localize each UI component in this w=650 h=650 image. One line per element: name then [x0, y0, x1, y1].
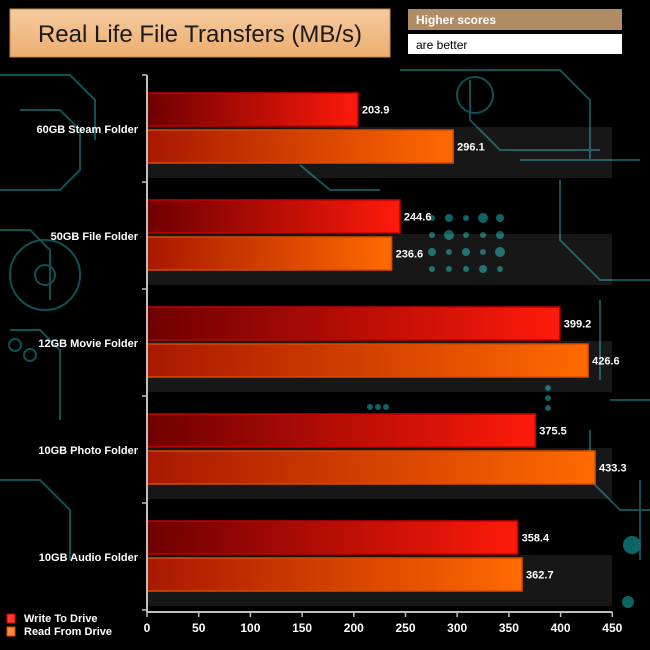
x-tick-label: 400	[551, 621, 571, 635]
value-label: 236.6	[396, 249, 424, 261]
x-tick-label: 300	[447, 621, 467, 635]
category-label-10gb-audio-folder: 10GB Audio Folder	[39, 552, 139, 564]
note-box-bottom	[408, 34, 622, 54]
legend-label-read-from-drive: Read From Drive	[24, 626, 112, 638]
value-label: 375.5	[539, 426, 567, 438]
bar-12gb-movie-folder-read-from-drive	[146, 343, 589, 378]
labels-layer: 203.9 296.1 60GB Steam Folder 244.6 236.6 50G…	[37, 105, 627, 582]
value-label: 362.7	[526, 570, 554, 582]
x-tick-label: 0	[144, 621, 151, 635]
value-label: 358.4	[522, 533, 550, 545]
bar-60gb-steam-folder-read-from-drive	[146, 129, 454, 164]
bar-10gb-audio-folder-write-to-drive	[146, 520, 519, 555]
value-label: 426.6	[592, 356, 620, 368]
axes-layer: 0 50 100 150 200 250 300 350 400 450	[142, 74, 623, 635]
value-label: 244.6	[404, 212, 432, 224]
x-tick-label: 450	[602, 621, 622, 635]
title-box	[9, 8, 391, 58]
note-are-better: are better	[416, 38, 467, 52]
note-box-top	[408, 9, 622, 30]
bar-50gb-file-folder-write-to-drive	[146, 199, 401, 234]
bar-60gb-steam-folder-write-to-drive	[146, 92, 359, 127]
legend-swatch-read-from-drive	[6, 626, 16, 637]
x-tick-label: 50	[192, 621, 206, 635]
category-label-60gb-steam-folder: 60GB Steam Folder	[37, 124, 139, 136]
category-label-12gb-movie-folder: 12GB Movie Folder	[38, 338, 138, 350]
category-label-10gb-photo-folder: 10GB Photo Folder	[38, 445, 138, 457]
x-tick-label: 150	[292, 621, 312, 635]
x-tick-label: 350	[499, 621, 519, 635]
legend-swatch-write-to-drive	[6, 613, 16, 624]
category-label-50gb-file-folder: 50GB File Folder	[51, 231, 139, 243]
bar-12gb-movie-folder-write-to-drive	[146, 306, 561, 341]
value-label: 399.2	[564, 319, 592, 331]
chart-title: Real Life File Transfers (MB/s)	[38, 21, 362, 48]
value-label: 433.3	[599, 463, 627, 475]
x-tick-label: 200	[344, 621, 364, 635]
bars-layer	[146, 92, 596, 592]
bar-10gb-photo-folder-write-to-drive	[146, 413, 537, 448]
value-label: 203.9	[362, 105, 390, 117]
value-label: 296.1	[457, 142, 485, 154]
bar-50gb-file-folder-read-from-drive	[146, 236, 393, 271]
note-higher-scores: Higher scores	[416, 13, 496, 27]
x-tick-label: 250	[395, 621, 415, 635]
x-tick-label: 100	[240, 621, 260, 635]
legend-label-write-to-drive: Write To Drive	[24, 613, 98, 625]
circuit-dot-grid-decoration	[367, 213, 641, 608]
bar-10gb-photo-folder-read-from-drive	[146, 450, 596, 485]
bar-10gb-audio-folder-read-from-drive	[146, 557, 523, 592]
